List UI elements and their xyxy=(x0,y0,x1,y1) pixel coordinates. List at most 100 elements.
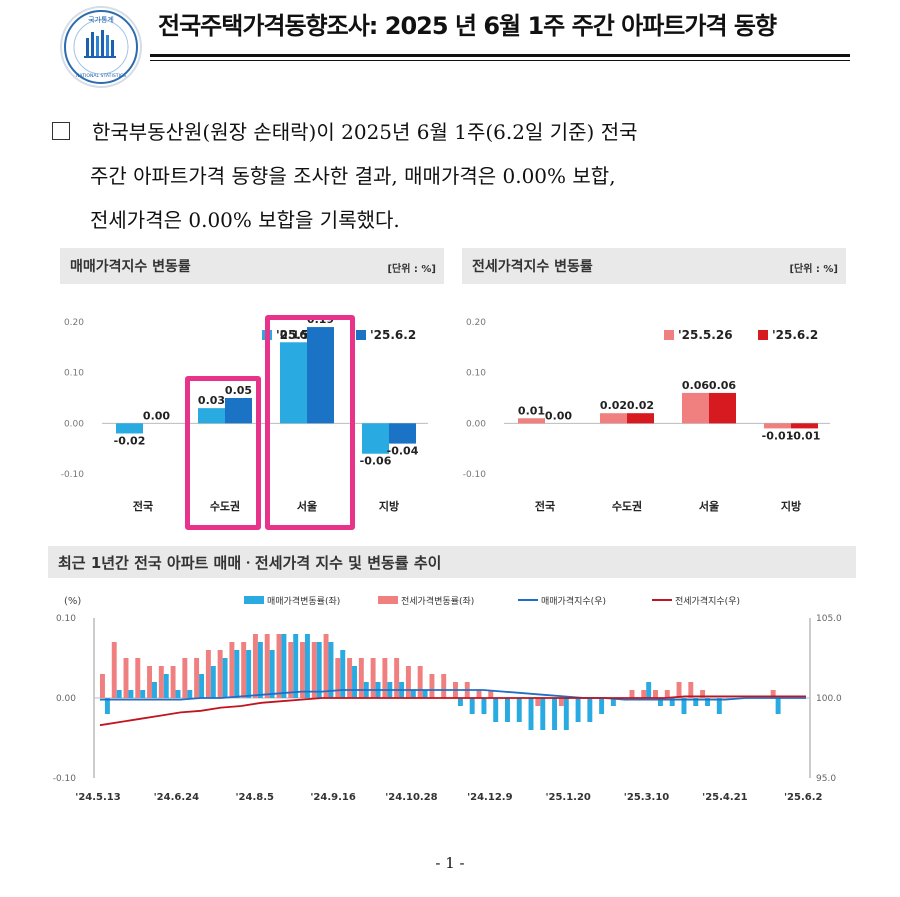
jeonse-ytick-label: 0.00 xyxy=(466,419,486,429)
trend-x-tick-label: '25.4.21 xyxy=(702,792,747,803)
intro-line-3: 전세가격은 0.00% 보합을 기록했다. xyxy=(90,208,400,232)
trend-bar-jeonse-change xyxy=(205,650,211,698)
sale-ytick-label: 0.00 xyxy=(64,419,84,429)
jeonse-data-label: 0.06 xyxy=(709,379,736,392)
trend-bar-sale-change xyxy=(352,666,357,698)
jeonse-ytick-label: 0.20 xyxy=(466,318,486,328)
trend-bar-sale-change xyxy=(128,690,134,698)
jeonse-ytick-label: -0.10 xyxy=(463,470,487,480)
trend-left-tick-label: -0.10 xyxy=(53,774,77,784)
trend-bar-sale-change xyxy=(199,674,205,698)
trend-bar-jeonse-change xyxy=(100,674,105,698)
sale-panel-unit: [단위 : %] xyxy=(387,264,436,275)
trend-bar-sale-change xyxy=(693,698,699,706)
jeonse-data-label: -0.01 xyxy=(789,429,821,442)
trend-bar-sale-change xyxy=(552,698,558,730)
jeonse-legend-label-curr: '25.6.2 xyxy=(772,328,818,342)
trend-panel-title: 최근 1년간 전국 아파트 매매ㆍ전세가격 지수 및 변동률 추이 xyxy=(58,554,442,572)
trend-right-tick-label: 105.0 xyxy=(816,614,842,624)
jeonse-panel-header: 전세가격지수 변동률 [단위 : %] xyxy=(462,248,846,284)
trend-bar-sale-change xyxy=(210,666,216,698)
trend-bar-sale-change xyxy=(681,698,687,714)
jeonse-bar-curr xyxy=(709,392,736,424)
trend-bar-sale-change xyxy=(540,698,546,730)
trend-bar-sale-change xyxy=(269,650,275,698)
trend-chart: (%) 0.10 0.00 -0.10 105.0 100.0 95.0 매매가격변동률(좌)… xyxy=(53,595,842,803)
sale-bar-curr xyxy=(389,423,416,444)
trend-bar-jeonse-change xyxy=(288,642,294,698)
sale-bar-prev xyxy=(116,423,143,434)
jeonse-category-label: 전국 xyxy=(535,499,555,513)
trend-line-jeonse-index xyxy=(99,695,806,727)
trend-x-tick-label: '24.9.16 xyxy=(310,792,355,803)
trend-left-axis-unit: (%) xyxy=(64,596,81,607)
trend-bar-sale-change xyxy=(716,698,722,714)
sale-bar-prev xyxy=(280,342,307,424)
jeonse-data-label: 0.02 xyxy=(600,399,627,412)
trend-bar-jeonse-change xyxy=(311,642,317,698)
jeonse-category-label: 서울 xyxy=(699,499,719,513)
intro-line-1: 한국부동산원(원장 손태락)이 2025년 6월 1주(6.2일 기준) 전국 xyxy=(92,120,638,144)
jeonse-category-label: 지방 xyxy=(781,499,801,513)
sale-bar-prev xyxy=(198,408,225,424)
trend-bar-jeonse-change xyxy=(123,658,129,698)
checkbox-bullet-icon xyxy=(52,122,70,140)
sale-category-label: 서울 xyxy=(297,499,317,513)
sale-data-label: 0.16 xyxy=(280,328,307,341)
sale-bar-curr xyxy=(225,398,252,424)
trend-bar-jeonse-change xyxy=(264,634,270,698)
trend-bar-sale-change xyxy=(152,682,157,698)
trend-legend-swatch xyxy=(244,596,264,604)
sale-bar-prev xyxy=(362,423,389,454)
jeonse-bar-prev xyxy=(518,418,545,424)
trend-bar-jeonse-change xyxy=(335,658,341,698)
trend-legend-label: 전세가격변동률(좌) xyxy=(401,595,474,607)
highlight-box-capital-area xyxy=(185,376,261,530)
jeonse-change-panel: 전세가격지수 변동률 [단위 : %] 0.20 0.10 0.00 -0.10 '25… xyxy=(462,248,846,528)
trend-line-sale-index xyxy=(100,689,806,701)
jeonse-change-chart: 0.200.100.00-0.10'25.5.26'25.6.20.01 0.00… xyxy=(463,318,830,513)
trend-bar-jeonse-change xyxy=(488,690,494,698)
trend-bar-sale-change xyxy=(481,698,487,714)
trend-bar-jeonse-change xyxy=(182,658,188,698)
trend-bar-jeonse-change xyxy=(229,642,235,698)
logo-emblem-icon: 국가통계 NATIONAL STATISTICS xyxy=(64,10,138,84)
sale-legend-swatch-curr xyxy=(356,330,366,340)
sale-category-label: 전국 xyxy=(133,499,153,513)
trend-bar-jeonse-change xyxy=(217,650,223,698)
trend-x-tick-label: '24.10.28 xyxy=(385,792,437,803)
jeonse-ytick-label: 0.10 xyxy=(466,369,486,379)
trend-x-tick-label: '24.5.13 xyxy=(75,792,120,803)
trend-bar-sale-change xyxy=(163,674,169,698)
trend-bar-jeonse-change xyxy=(441,674,447,698)
trend-bar-jeonse-change xyxy=(653,690,658,698)
trend-x-tick-label: '24.8.5 xyxy=(235,792,274,803)
trend-bar-jeonse-change xyxy=(300,642,305,698)
trend-bar-sale-change xyxy=(493,698,499,722)
trend-bar-sale-change xyxy=(599,698,605,714)
jeonse-bar-prev xyxy=(682,392,709,424)
trend-bar-sale-change xyxy=(222,658,228,698)
trend-x-tick-label: '24.12.9 xyxy=(467,792,512,803)
trend-bar-sale-change xyxy=(775,698,781,714)
trend-bar-jeonse-change xyxy=(252,634,258,698)
trend-bar-jeonse-change xyxy=(170,666,176,698)
trend-bar-jeonse-change xyxy=(111,642,117,698)
trend-legend-swatch xyxy=(378,596,398,604)
trend-legend-label: 전세가격지수(우) xyxy=(675,595,740,607)
trend-left-tick-label: 0.10 xyxy=(56,614,76,624)
trend-legend-label: 매매가격변동률(좌) xyxy=(267,595,340,607)
trend-bar-sale-change xyxy=(469,698,475,714)
trend-bar-sale-change xyxy=(304,634,310,698)
trend-bar-sale-change xyxy=(281,634,287,698)
sale-data-label: -0.04 xyxy=(387,445,419,458)
trend-bar-sale-change xyxy=(187,690,193,698)
sale-ytick-label: -0.10 xyxy=(61,470,85,480)
trend-bar-sale-change xyxy=(646,682,652,698)
jeonse-data-label: 0.01 xyxy=(518,404,545,417)
trend-bar-sale-change xyxy=(175,690,181,698)
jeonse-data-label: 0.02 xyxy=(627,399,654,412)
trend-bar-jeonse-change xyxy=(688,682,694,698)
trend-bar-sale-change xyxy=(457,698,463,706)
trend-bar-sale-change xyxy=(422,690,428,698)
